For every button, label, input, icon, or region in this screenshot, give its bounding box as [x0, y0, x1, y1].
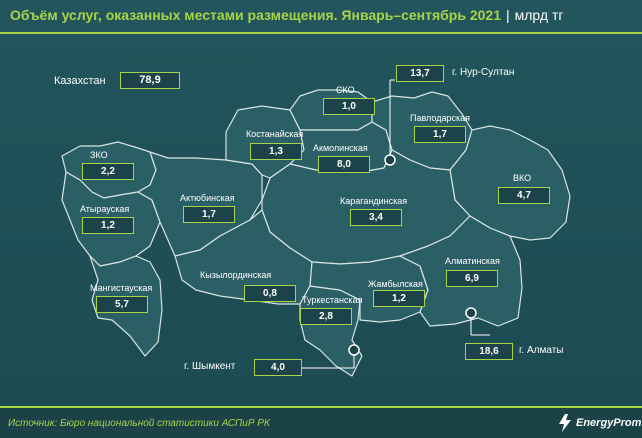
total-value: 78,9 [120, 72, 180, 89]
region-value-sko: 1,0 [323, 98, 375, 115]
region-value-zko: 2,2 [82, 163, 134, 180]
city-label-nur-sultan: г. Нур-Султан [452, 67, 515, 78]
region-value-kyzylorda: 0,8 [244, 285, 296, 302]
region-label-turkestan: Туркестанская [302, 295, 363, 305]
city-value-nur-sultan: 13,7 [396, 65, 444, 82]
region-value-zhambyl: 1,2 [373, 290, 425, 307]
region-value-vko: 4,7 [498, 187, 550, 204]
region-label-sko: СКО [336, 85, 355, 95]
region-label-mangistau: Мангистауская [90, 283, 153, 293]
region-label-almaty: Алматинская [445, 256, 500, 266]
region-value-karaganda: 3,4 [350, 209, 402, 226]
region-label-atyrau: Атырауская [80, 204, 130, 214]
title-text: Объём услуг, оказанных местами размещени… [10, 7, 501, 23]
bottom-divider [0, 406, 642, 408]
city-value-shymkent: 4,0 [254, 359, 302, 376]
source-text: Источник: Бюро национальной статистики А… [8, 418, 270, 429]
region-value-pavlodar: 1,7 [414, 126, 466, 143]
title-separator: | [505, 7, 510, 23]
marker-almaty [465, 307, 477, 319]
footer-bar [0, 408, 642, 438]
region-value-almaty: 6,9 [446, 270, 498, 287]
region-label-akmola: Акмолинская [313, 143, 368, 153]
region-value-aktobe: 1,7 [183, 206, 235, 223]
title-unit: млрд тг [514, 7, 564, 23]
region-value-akmola: 8,0 [318, 156, 370, 173]
region-label-zhambyl: Жамбылская [368, 279, 423, 289]
total-label: Казахстан [54, 75, 106, 87]
marker-shymkent [348, 344, 360, 356]
region-value-mangistau: 5,7 [96, 296, 148, 313]
city-label-almaty: г. Алматы [519, 345, 564, 356]
region-label-pavlodar: Павлодарская [410, 113, 470, 123]
region-value-kostanay: 1,3 [250, 143, 302, 160]
region-value-atyrau: 1,2 [82, 217, 134, 234]
region-label-kostanay: Костанайская [246, 129, 304, 139]
logo-text: EnergyProm [576, 417, 642, 429]
region-label-aktobe: Актюбинская [180, 193, 235, 203]
region-label-vko: ВКО [513, 173, 532, 183]
region-label-karaganda: Карагандинская [340, 196, 408, 206]
energyprom-logo: EnergyProm [556, 413, 641, 433]
marker-nur-sultan [384, 154, 396, 166]
region-value-turkestan: 2,8 [300, 308, 352, 325]
chart-title: Объём услуг, оказанных местами размещени… [10, 7, 563, 23]
city-value-almaty: 18,6 [465, 343, 513, 360]
lightning-icon [559, 414, 571, 432]
region-label-kyzylorda: Кызылординская [200, 270, 272, 280]
city-label-shymkent: г. Шымкент [184, 361, 236, 372]
top-divider [0, 32, 642, 34]
region-label-zko: ЗКО [90, 150, 108, 160]
